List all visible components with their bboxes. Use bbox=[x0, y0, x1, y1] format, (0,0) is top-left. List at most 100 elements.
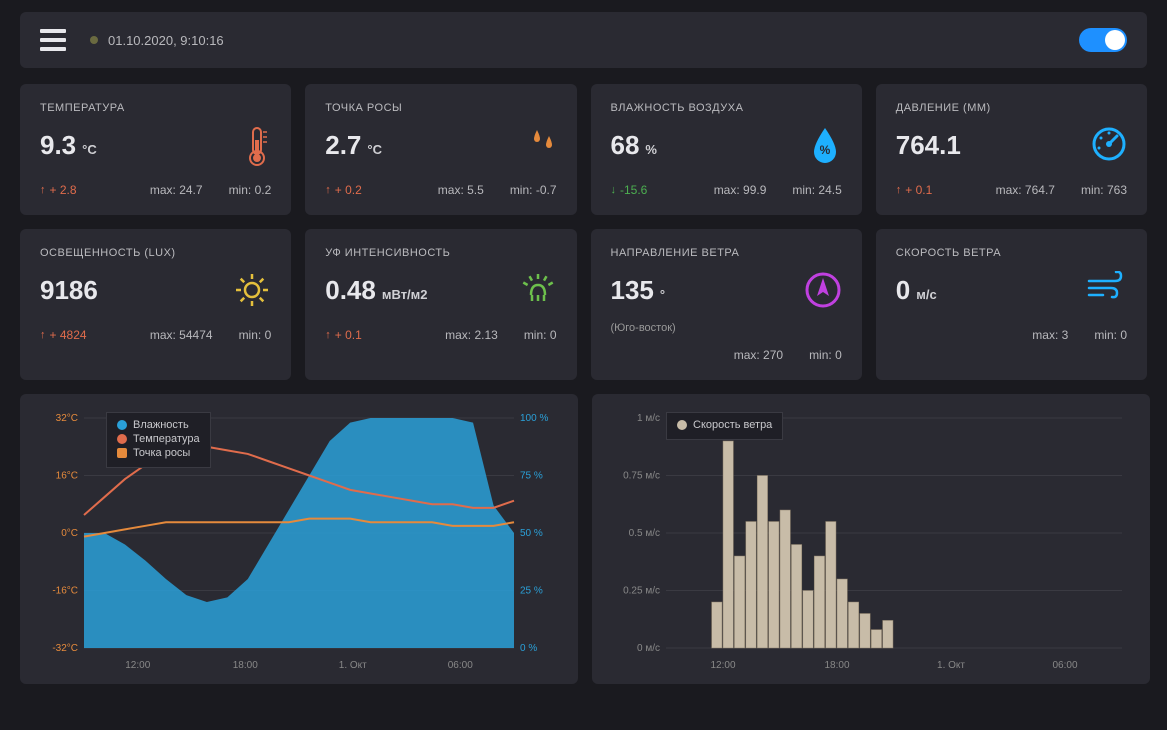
card-value: 9186 bbox=[40, 275, 98, 306]
svg-text:1. Окт: 1. Окт bbox=[937, 660, 965, 671]
card-uv[interactable]: УФ ИНТЕНСИВНОСТЬ 0.48 мВт/м2 ↑+ 0.1 max:… bbox=[305, 229, 576, 380]
stat-max: max: 54474 bbox=[150, 328, 213, 342]
chart-left-panel: Влажность Температура Точка росы 32°C 100… bbox=[20, 394, 578, 684]
card-title: ВЛАЖНОСТЬ ВОЗДУХА bbox=[611, 102, 842, 114]
card-stats: max: 270 min: 0 bbox=[611, 348, 842, 362]
svg-text:25 %: 25 % bbox=[520, 586, 543, 597]
wind-icon bbox=[1087, 271, 1127, 306]
svg-text:0.25 м/с: 0.25 м/с bbox=[623, 586, 660, 597]
card-value: 135 bbox=[611, 275, 654, 306]
svg-text:18:00: 18:00 bbox=[233, 660, 258, 671]
svg-text:32°C: 32°C bbox=[56, 413, 78, 424]
chart-right-svg: 1 м/с0.75 м/с0.5 м/с0.25 м/с0 м/с12:0018… bbox=[606, 408, 1136, 674]
gauge-icon bbox=[1091, 126, 1127, 167]
card-title: ТЕМПЕРАТУРА bbox=[40, 102, 271, 114]
svg-text:0 м/с: 0 м/с bbox=[637, 643, 660, 654]
droplets-icon bbox=[529, 126, 557, 159]
chart-right-panel: Скорость ветра 1 м/с0.75 м/с0.5 м/с0.25 … bbox=[592, 394, 1150, 684]
arrow-up-icon: ↑ bbox=[325, 184, 331, 196]
legend-item: Скорость ветра bbox=[677, 419, 772, 431]
arrow-up-icon: ↑ bbox=[40, 329, 46, 341]
card-unit: % bbox=[645, 142, 657, 157]
card-pressure[interactable]: ДАВЛЕНИЕ (ММ) 764.1 ↑+ 0.1 max: 764.7 mi… bbox=[876, 84, 1147, 215]
chart-right-legend: Скорость ветра bbox=[666, 412, 783, 440]
stat-min: min: 24.5 bbox=[792, 183, 841, 197]
delta: ↑+ 0.1 bbox=[896, 183, 950, 197]
topbar: 01.10.2020, 9:10:16 bbox=[20, 12, 1147, 68]
card-unit: °C bbox=[367, 142, 382, 157]
legend-label: Точка росы bbox=[133, 447, 190, 459]
card-value-row: 9.3 °C bbox=[40, 130, 271, 161]
delta: ↑+ 0.2 bbox=[325, 183, 379, 197]
svg-text:1 м/с: 1 м/с bbox=[637, 413, 660, 424]
thermometer-icon bbox=[243, 126, 271, 171]
card-title: ОСВЕЩЕННОСТЬ (LUX) bbox=[40, 247, 271, 259]
svg-text:100 %: 100 % bbox=[520, 413, 548, 424]
card-sub: (Юго-восток) bbox=[611, 322, 842, 334]
card-stats: ↑+ 2.8 max: 24.7 min: 0.2 bbox=[40, 183, 271, 197]
svg-text:12:00: 12:00 bbox=[125, 660, 150, 671]
card-title: УФ ИНТЕНСИВНОСТЬ bbox=[325, 247, 556, 259]
card-dewpoint[interactable]: ТОЧКА РОСЫ 2.7 °C ↑+ 0.2 max: 5.5 min: -… bbox=[305, 84, 576, 215]
svg-text:50 %: 50 % bbox=[520, 528, 543, 539]
sun-icon bbox=[233, 271, 271, 314]
stat-max: max: 2.13 bbox=[445, 328, 498, 342]
stat-max: max: 3 bbox=[1032, 328, 1068, 342]
svg-text:0.75 м/с: 0.75 м/с bbox=[623, 471, 660, 482]
humidity-icon: % bbox=[808, 126, 842, 169]
stat-min: min: 0 bbox=[1094, 328, 1127, 342]
card-unit: ° bbox=[660, 287, 665, 302]
stat-min: min: 0.2 bbox=[229, 183, 272, 197]
legend-swatch-icon bbox=[117, 420, 127, 430]
menu-icon[interactable] bbox=[40, 29, 66, 51]
card-unit: мВт/м2 bbox=[382, 287, 428, 302]
card-windspeed[interactable]: СКОРОСТЬ ВЕТРА 0 м/с max: 3 min: 0 bbox=[876, 229, 1147, 380]
card-stats: ↑+ 0.2 max: 5.5 min: -0.7 bbox=[325, 183, 556, 197]
svg-text:0 %: 0 % bbox=[520, 643, 537, 654]
svg-text:06:00: 06:00 bbox=[448, 660, 473, 671]
card-value: 2.7 bbox=[325, 130, 361, 161]
svg-text:06:00: 06:00 bbox=[1052, 660, 1077, 671]
card-value: 68 bbox=[611, 130, 640, 161]
stat-min: min: 0 bbox=[239, 328, 272, 342]
card-humidity[interactable]: ВЛАЖНОСТЬ ВОЗДУХА 68 % ↓-15.6 max: 99.9 … bbox=[591, 84, 862, 215]
stat-max: max: 99.9 bbox=[714, 183, 767, 197]
card-winddir[interactable]: НАПРАВЛЕНИЕ ВЕТРА 135 ° (Юго-восток) max… bbox=[591, 229, 862, 380]
legend-item: Температура bbox=[117, 433, 200, 445]
stat-max: max: 5.5 bbox=[438, 183, 484, 197]
delta: ↑+ 0.1 bbox=[325, 328, 379, 342]
svg-text:-32°C: -32°C bbox=[52, 643, 78, 654]
compass-icon bbox=[804, 271, 842, 314]
svg-text:12:00: 12:00 bbox=[710, 660, 735, 671]
legend-item: Влажность bbox=[117, 419, 200, 431]
legend-swatch-icon bbox=[117, 448, 127, 458]
delta: ↑+ 4824 bbox=[40, 328, 94, 342]
stat-max: max: 24.7 bbox=[150, 183, 203, 197]
legend-swatch-icon bbox=[677, 420, 687, 430]
legend-label: Влажность bbox=[133, 419, 189, 431]
topbar-left: 01.10.2020, 9:10:16 bbox=[40, 29, 224, 51]
card-stats: ↑+ 0.1 max: 764.7 min: 763 bbox=[896, 183, 1127, 197]
card-stats: ↓-15.6 max: 99.9 min: 24.5 bbox=[611, 183, 842, 197]
cards-grid: ТЕМПЕРАТУРА 9.3 °C ↑+ 2.8 max: 24.7 min:… bbox=[0, 84, 1167, 380]
delta: ↑+ 2.8 bbox=[40, 183, 94, 197]
card-value: 764.1 bbox=[896, 130, 961, 161]
card-temperature[interactable]: ТЕМПЕРАТУРА 9.3 °C ↑+ 2.8 max: 24.7 min:… bbox=[20, 84, 291, 215]
card-unit: °C bbox=[82, 142, 97, 157]
card-stats: ↑+ 0.1 max: 2.13 min: 0 bbox=[325, 328, 556, 342]
charts-row: Влажность Температура Точка росы 32°C 100… bbox=[0, 380, 1167, 684]
card-value: 0 bbox=[896, 275, 910, 306]
card-title: НАПРАВЛЕНИЕ ВЕТРА bbox=[611, 247, 842, 259]
card-lux[interactable]: ОСВЕЩЕННОСТЬ (LUX) 9186 ↑+ 4824 max: 544… bbox=[20, 229, 291, 380]
theme-toggle[interactable] bbox=[1079, 28, 1127, 52]
stat-max: max: 764.7 bbox=[996, 183, 1055, 197]
card-value-row: 2.7 °C bbox=[325, 130, 556, 161]
arrow-down-icon: ↓ bbox=[611, 184, 617, 196]
card-value: 9.3 bbox=[40, 130, 76, 161]
stat-min: min: -0.7 bbox=[510, 183, 557, 197]
arrow-up-icon: ↑ bbox=[896, 184, 902, 196]
svg-text:75 %: 75 % bbox=[520, 471, 543, 482]
stat-min: min: 0 bbox=[524, 328, 557, 342]
svg-text:18:00: 18:00 bbox=[824, 660, 849, 671]
svg-text:0°C: 0°C bbox=[61, 528, 78, 539]
